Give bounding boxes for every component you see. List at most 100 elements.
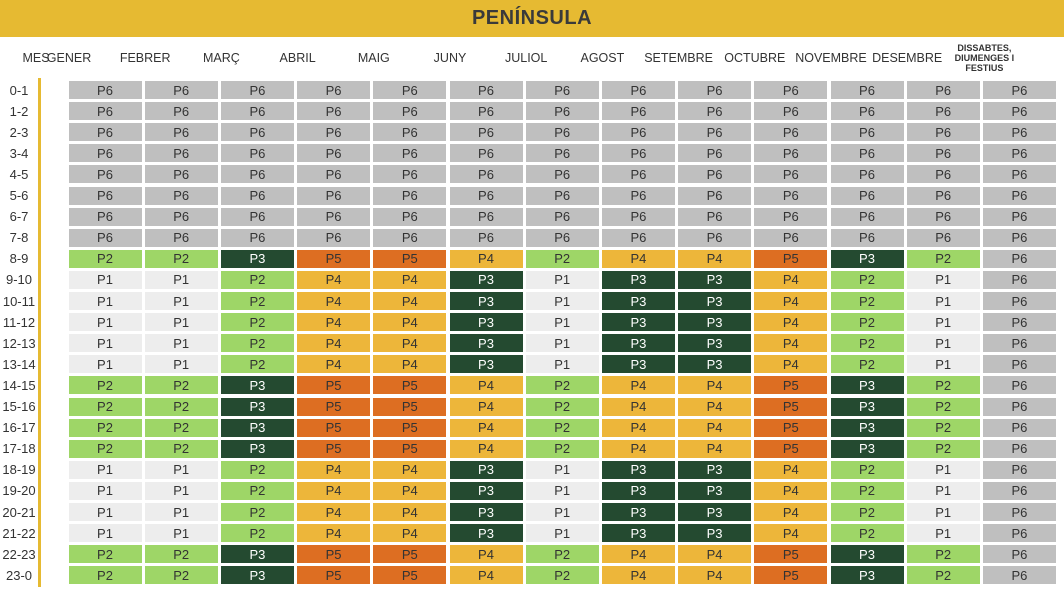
period-cell: P2 — [830, 481, 904, 500]
period-cell: P6 — [449, 123, 523, 142]
period-cell: P4 — [449, 418, 523, 437]
period-cell: P1 — [68, 313, 142, 332]
period-cell: P3 — [220, 418, 294, 437]
period-cell: P6 — [982, 503, 1056, 521]
table-row: 11-12 P1 P1 P2 P4 P4 P3 P1 P3 P3 P4 P2 P1 P6 — [0, 312, 1064, 333]
period-cell: P6 — [678, 144, 752, 163]
table-row: 23-0 P2 P2 P3 P5 P5 P4 P2 P4 P4 P5 P3 P2 P6 — [0, 565, 1064, 586]
period-cell: P1 — [144, 503, 218, 521]
period-cell: P6 — [68, 144, 142, 163]
period-cell: P3 — [830, 545, 904, 564]
hour-label: 6-7 — [9, 209, 29, 225]
period-cell: P6 — [982, 566, 1056, 585]
page-title: PENÍNSULA — [0, 0, 1064, 37]
period-cell: P4 — [297, 355, 371, 374]
period-cell: P3 — [830, 439, 904, 458]
period-cell: P6 — [373, 144, 447, 163]
period-cell: P3 — [220, 249, 294, 268]
period-cell: P6 — [678, 228, 752, 247]
period-cell: P3 — [830, 249, 904, 268]
period-cell: P2 — [525, 397, 599, 416]
table-row: 20-21 P1 P1 P2 P4 P4 P3 P1 P3 P3 P4 P2 P1 P6 — [0, 502, 1064, 523]
period-cell: P6 — [601, 207, 675, 226]
period-cell: P6 — [144, 144, 218, 163]
period-cell: P6 — [449, 165, 523, 184]
period-cell: P4 — [678, 376, 752, 395]
period-cell: P4 — [373, 460, 447, 479]
period-cell: P6 — [449, 228, 523, 247]
period-cell: P1 — [68, 503, 142, 521]
period-cell: P3 — [449, 460, 523, 479]
period-cell: P3 — [220, 397, 294, 416]
hour-label: 19-20 — [2, 483, 36, 499]
period-cell: P2 — [220, 355, 294, 374]
header-col-2: FEBRER — [119, 51, 171, 65]
period-cell: P6 — [144, 186, 218, 205]
period-cell: P5 — [297, 418, 371, 437]
period-cell: P3 — [449, 481, 523, 500]
period-cell: P5 — [297, 397, 371, 416]
header-col-12: DESEMBRE — [872, 51, 943, 65]
period-cell: P2 — [525, 545, 599, 564]
table-row: 1-2 P6 P6 P6 P6 P6 P6 P6 P6 P6 P6 P6 P6 P6 — [0, 101, 1064, 122]
period-cell: P6 — [373, 207, 447, 226]
period-cell: P1 — [144, 334, 218, 353]
header-mes: MES — [22, 51, 50, 65]
period-cell: P6 — [220, 165, 294, 184]
period-cell: P6 — [906, 81, 980, 99]
period-cell: P1 — [906, 292, 980, 310]
period-cell: P4 — [754, 503, 828, 521]
period-cell: P6 — [754, 81, 828, 99]
period-cell: P6 — [906, 123, 980, 142]
period-cell: P3 — [449, 355, 523, 374]
period-cell: P6 — [297, 102, 371, 121]
period-cell: P2 — [220, 481, 294, 500]
period-cell: P6 — [678, 102, 752, 121]
period-cell: P6 — [678, 186, 752, 205]
hour-label: 22-23 — [2, 546, 36, 562]
period-cell: P3 — [220, 439, 294, 458]
period-cell: P6 — [373, 81, 447, 99]
period-cell: P2 — [906, 439, 980, 458]
period-cell: P2 — [68, 566, 142, 585]
period-cell: P2 — [906, 376, 980, 395]
period-cell: P2 — [144, 376, 218, 395]
period-cell: P6 — [449, 102, 523, 121]
period-cell: P1 — [525, 334, 599, 353]
period-cell: P2 — [68, 545, 142, 564]
period-cell: P6 — [601, 228, 675, 247]
period-cell: P6 — [982, 524, 1056, 543]
period-cell: P5 — [297, 249, 371, 268]
period-cell: P6 — [68, 165, 142, 184]
period-cell: P3 — [601, 355, 675, 374]
period-cell: P4 — [601, 397, 675, 416]
period-cell: P6 — [982, 418, 1056, 437]
period-cell: P1 — [906, 524, 980, 543]
period-cell: P4 — [678, 566, 752, 585]
period-cell: P6 — [982, 545, 1056, 564]
period-cell: P1 — [525, 524, 599, 543]
period-cell: P6 — [830, 144, 904, 163]
period-cell: P6 — [830, 165, 904, 184]
period-cell: P6 — [144, 207, 218, 226]
period-cell: P6 — [297, 144, 371, 163]
period-cell: P6 — [830, 207, 904, 226]
period-cell: P3 — [601, 481, 675, 500]
hour-column-divider — [38, 78, 41, 587]
period-cell: P4 — [601, 376, 675, 395]
period-cell: P6 — [754, 144, 828, 163]
period-cell: P3 — [601, 334, 675, 353]
period-cell: P6 — [601, 186, 675, 205]
period-cell: P3 — [830, 397, 904, 416]
period-cell: P4 — [754, 334, 828, 353]
period-cell: P6 — [373, 102, 447, 121]
hour-label: 11-12 — [2, 314, 36, 330]
period-cell: P1 — [525, 313, 599, 332]
period-cell: P6 — [982, 165, 1056, 184]
period-cell: P4 — [754, 481, 828, 500]
period-cell: P3 — [601, 292, 675, 310]
period-cell: P6 — [297, 186, 371, 205]
period-cell: P6 — [297, 123, 371, 142]
period-cell: P6 — [906, 228, 980, 247]
period-cell: P6 — [678, 207, 752, 226]
